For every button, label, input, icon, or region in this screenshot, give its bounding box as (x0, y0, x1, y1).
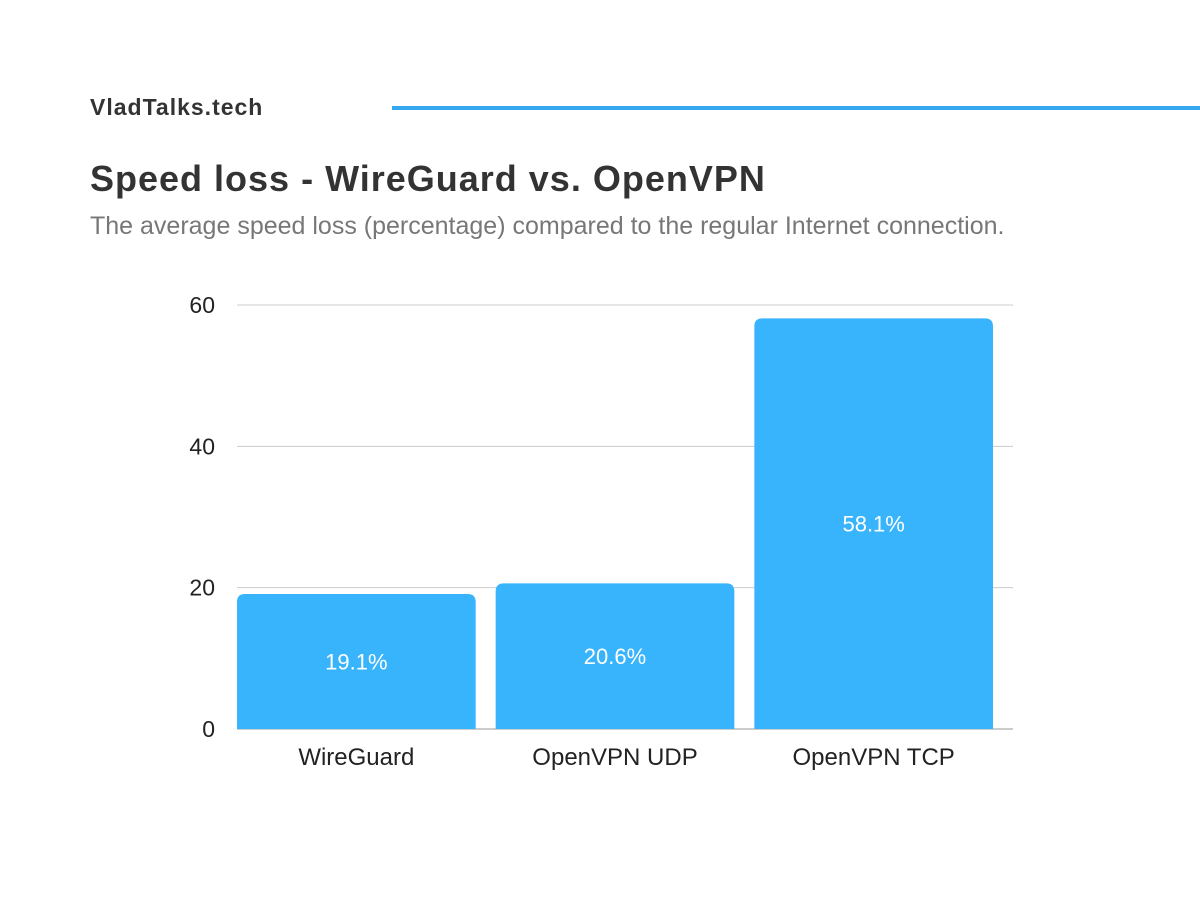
data-labels: 19.1% 20.6% 58.1% (325, 512, 905, 675)
bar-wireguard (237, 594, 476, 729)
y-tick-label-40: 40 (189, 433, 215, 459)
x-category-label-wireguard: WireGuard (298, 744, 414, 771)
x-category-label-openvpn-udp: OpenVPN UDP (532, 744, 697, 771)
chart-title: Speed loss - WireGuard vs. OpenVPN (90, 158, 766, 199)
brand-name: VladTalks.tech (90, 94, 264, 120)
x-category-label-openvpn-tcp: OpenVPN TCP (793, 744, 955, 771)
y-axis-tick-labels: 0 20 40 60 (189, 292, 215, 742)
bars (237, 318, 993, 729)
bar-openvpn-tcp (754, 318, 993, 729)
data-label-openvpn-udp: 20.6% (584, 644, 646, 669)
bar-openvpn-udp (495, 583, 735, 729)
data-label-wireguard: 19.1% (325, 650, 387, 675)
y-tick-label-20: 20 (189, 575, 215, 601)
y-tick-label-60: 60 (189, 292, 215, 318)
data-label-openvpn-tcp: 58.1% (842, 512, 904, 537)
x-axis-category-labels: WireGuard OpenVPN UDP OpenVPN TCP (298, 744, 954, 771)
y-tick-label-0: 0 (202, 716, 215, 742)
chart-subtitle: The average speed loss (percentage) comp… (90, 212, 1005, 240)
header-accent-line (392, 106, 1200, 110)
